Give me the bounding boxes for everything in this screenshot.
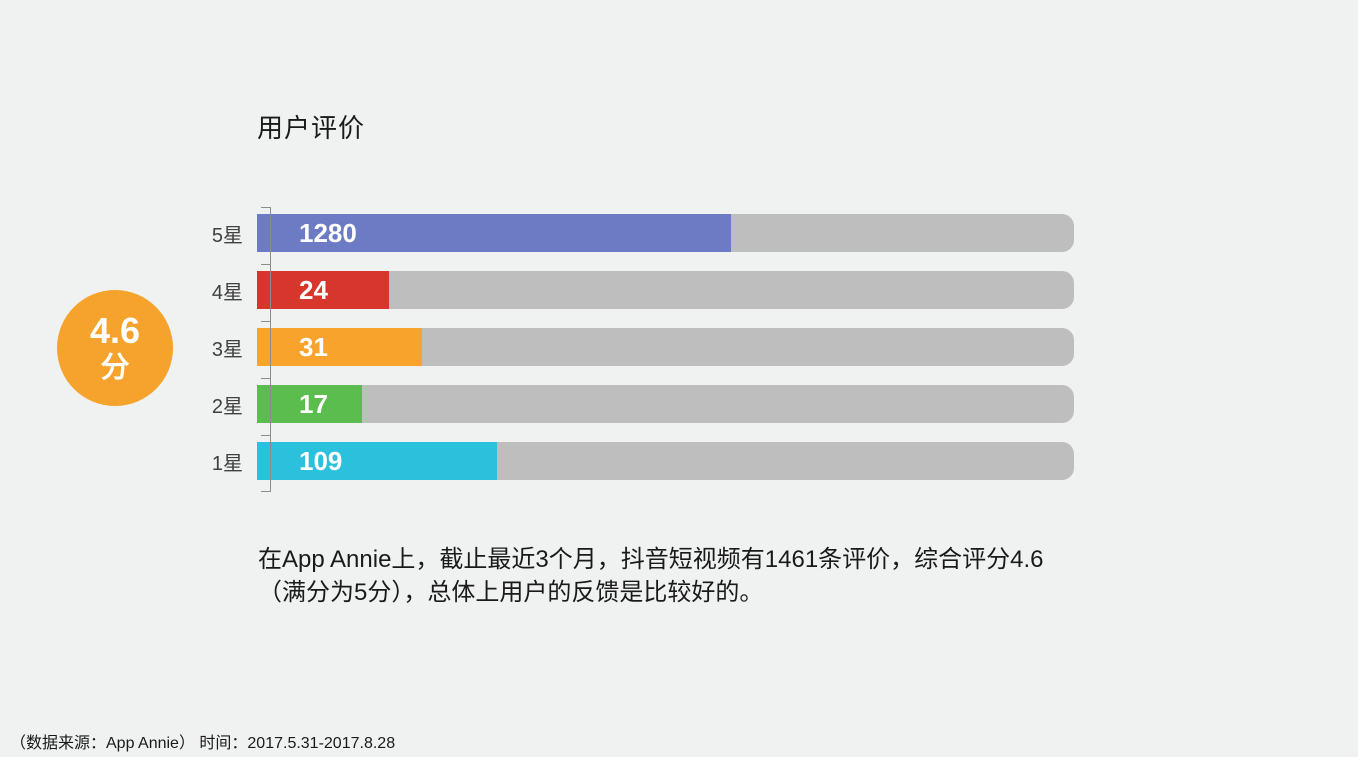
axis-tick — [261, 207, 270, 208]
chart-row-1-star: 1星 109 — [205, 442, 1095, 480]
bar-value-label: 17 — [299, 389, 328, 419]
bar-track: 109 — [257, 442, 1074, 480]
bar-fill: 109 — [257, 442, 498, 480]
axis-tick — [261, 378, 270, 379]
bar-fill: 24 — [257, 271, 390, 309]
category-label: 4星 — [211, 281, 243, 304]
category-label: 2星 — [211, 395, 243, 418]
chart-rows: 5星 1280 4星 24 3星 3 — [205, 207, 1095, 480]
axis-tick — [261, 264, 270, 265]
score-unit: 分 — [100, 352, 130, 384]
y-axis-line — [261, 207, 271, 492]
summary-text: 在App Annie上，截止最近3个月，抖音短视频有1461条评价，综合评分4.… — [258, 543, 1138, 609]
chart-row-2-star: 2星 17 — [205, 385, 1095, 423]
bar-fill: 31 — [257, 328, 423, 366]
bar-track: 24 — [257, 271, 1074, 309]
bar-track: 31 — [257, 328, 1074, 366]
axis-tick — [261, 491, 270, 492]
axis-tick — [261, 435, 270, 436]
category-label: 1星 — [211, 452, 243, 475]
axis-tick — [261, 321, 270, 322]
bar-fill: 1280 — [257, 214, 731, 252]
page-title: 用户评价 — [257, 113, 366, 143]
chart-row-3-star: 3星 31 — [205, 328, 1095, 366]
bar-value-label: 24 — [299, 275, 328, 305]
bar-value-label: 31 — [299, 332, 328, 362]
chart-row-4-star: 4星 24 — [205, 271, 1095, 309]
bar-track: 1280 — [257, 214, 1074, 252]
score-value: 4.6 — [89, 310, 141, 351]
summary-line-2: （满分为5分），总体上用户的反馈是比较好的。 — [258, 579, 764, 606]
bar-value-label: 1280 — [299, 218, 357, 248]
rating-bar-chart: 5星 1280 4星 24 3星 3 — [205, 207, 1095, 499]
data-source-note: （数据来源：App Annie） 时间：2017.5.31-2017.8.28 — [10, 735, 396, 752]
score-badge: 4.6 分 — [57, 290, 173, 406]
summary-line-1: 在App Annie上，截止最近3个月，抖音短视频有1461条评价，综合评分4.… — [258, 546, 1044, 573]
bar-value-label: 109 — [299, 446, 343, 476]
category-label: 3星 — [211, 338, 243, 361]
bar-track: 17 — [257, 385, 1074, 423]
category-label: 5星 — [211, 224, 243, 247]
bar-fill: 17 — [257, 385, 363, 423]
chart-row-5-star: 5星 1280 — [205, 214, 1095, 252]
